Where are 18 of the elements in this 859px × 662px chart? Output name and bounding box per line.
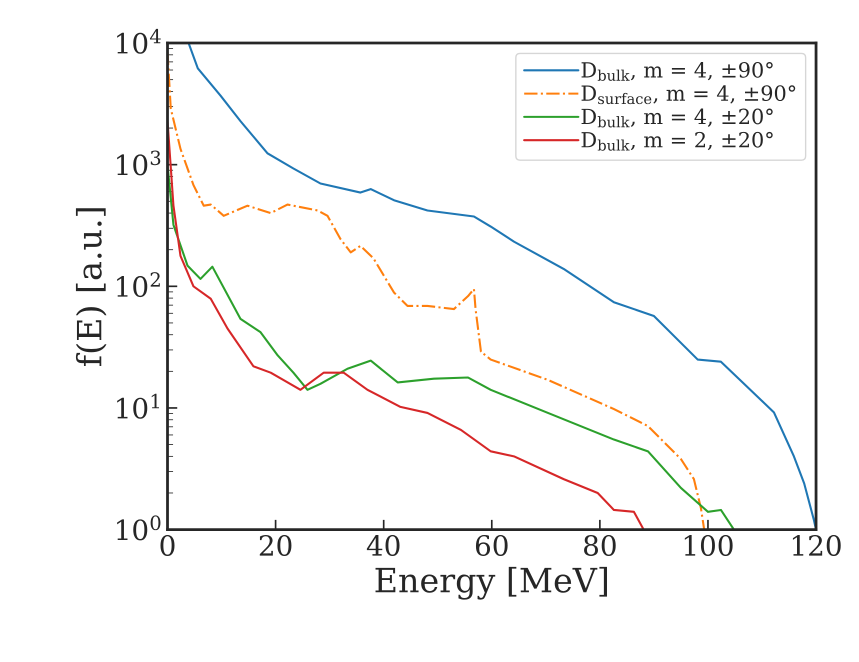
legend-label: D$_{bulk}$, m = 4, ±20° [582, 108, 773, 128]
x-tick-label: 100 [684, 534, 733, 556]
x-tick-label: 0 [160, 534, 174, 556]
y-tick-label: 10$^{2}$ [117, 272, 160, 298]
y-tick-label: 10$^{3}$ [117, 150, 160, 176]
y-axis-title: f(E) [a.u.] [76, 208, 106, 366]
x-tick-label: 120 [792, 534, 841, 556]
x-tick-label: 60 [476, 534, 508, 556]
legend-label: D$_{bulk}$, m = 4, ±90° [582, 62, 773, 81]
y-tick-label: 10$^{1}$ [117, 394, 159, 419]
y-tick-label: 10$^{0}$ [117, 515, 160, 540]
x-axis-title: Energy [MeV] [376, 566, 607, 600]
legend-label: D$_{surface}$, m = 4, ±90° [582, 85, 796, 104]
x-tick-label: 20 [260, 534, 292, 556]
x-tick-label: 40 [366, 534, 400, 556]
legend-label: D$_{bulk}$, m = 2, ±20° [582, 132, 773, 151]
x-tick-label: 80 [584, 534, 616, 556]
y-tick-label: 10$^{4}$ [117, 28, 161, 54]
